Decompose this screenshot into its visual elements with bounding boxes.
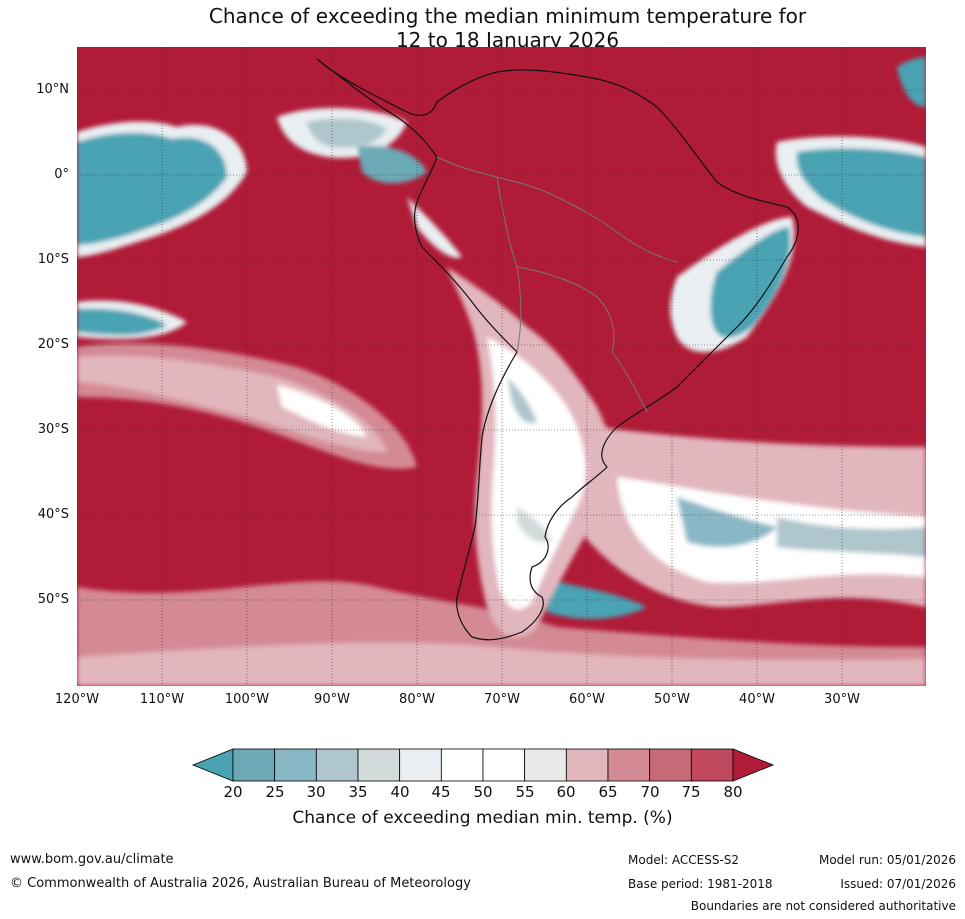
colorbar (191, 748, 775, 782)
colorbar-label-25: 25 (265, 783, 285, 801)
colorbar-cell (524, 748, 567, 782)
lon-tick-120w: 120°W (54, 692, 100, 707)
colorbar-label-30: 30 (306, 783, 326, 801)
footer-url[interactable]: www.bom.gov.au/climate (10, 852, 174, 867)
southern-ocean-bands (77, 343, 926, 686)
colorbar-cell (232, 748, 276, 782)
footer-model-run: Model run: 05/01/2026 (818, 853, 956, 867)
colorbar-label-70: 70 (640, 783, 660, 801)
colorbar-title: Chance of exceeding median min. temp. (%… (292, 808, 673, 828)
colorbar-label-80: 80 (723, 783, 743, 801)
footer-copyright: © Commonwealth of Australia 2026, Austra… (10, 876, 471, 891)
lon-tick-100w: 100°W (224, 692, 270, 707)
footer-issued: Issued: 07/01/2026 (840, 877, 956, 891)
colorbar-cell (274, 748, 317, 782)
country-borders (436, 156, 678, 413)
lon-tick-90w: 90°W (314, 692, 350, 707)
lat-tick-20s: 20°S (37, 337, 69, 352)
colorbar-cell (607, 748, 651, 782)
lat-tick-30s: 30°S (37, 422, 69, 437)
atlantic-cool-patches (670, 57, 926, 352)
colorbar-arrow-low (191, 748, 234, 782)
colorbar-label-55: 55 (515, 783, 535, 801)
lon-tick-30w: 30°W (824, 692, 860, 707)
land-outlines (316, 58, 799, 641)
probability-map (77, 47, 926, 686)
footer-disclaimer: Boundaries are not considered authoritat… (690, 899, 956, 913)
colorbar-label-65: 65 (598, 783, 618, 801)
colorbar-arrow-high (732, 748, 775, 782)
colorbar-cell (357, 748, 401, 782)
graticule (77, 47, 926, 686)
colorbar-label-45: 45 (431, 783, 451, 801)
lat-tick-10s: 10°S (37, 252, 69, 267)
lat-tick-10n: 10°N (36, 82, 69, 97)
chart-title: Chance of exceeding the median minimum t… (0, 4, 965, 52)
colorbar-cell (315, 748, 359, 782)
southern-cone-neutral (407, 197, 614, 638)
colorbar-label-40: 40 (390, 783, 410, 801)
lon-tick-60w: 60°W (569, 692, 605, 707)
colorbar-cell (399, 748, 442, 782)
lon-tick-80w: 80°W (399, 692, 435, 707)
colorbar-cell (649, 748, 692, 782)
lon-tick-70w: 70°W (484, 692, 520, 707)
colorbar-cell (440, 748, 484, 782)
colorbar-label-50: 50 (473, 783, 493, 801)
colorbar-cell (690, 748, 734, 782)
lat-tick-50s: 50°S (37, 592, 69, 607)
title-line-1: Chance of exceeding the median minimum t… (208, 4, 807, 28)
colorbar-cell (565, 748, 609, 782)
lat-tick-40s: 40°S (37, 507, 69, 522)
map-panel (77, 47, 926, 686)
lat-tick-0: 0° (54, 167, 69, 182)
footer-model: Model: ACCESS-S2 (628, 853, 740, 867)
colorbar-label-60: 60 (556, 783, 576, 801)
colorbar-label-75: 75 (681, 783, 701, 801)
colorbar-label-20: 20 (223, 783, 243, 801)
lon-tick-110w: 110°W (139, 692, 185, 707)
footer-base-period: Base period: 1981-2018 (628, 877, 773, 891)
colorbar-cell (482, 748, 526, 782)
lon-tick-50w: 50°W (654, 692, 690, 707)
lon-tick-40w: 40°W (739, 692, 775, 707)
colorbar-label-35: 35 (348, 783, 368, 801)
pacific-cool-patches (77, 107, 427, 340)
